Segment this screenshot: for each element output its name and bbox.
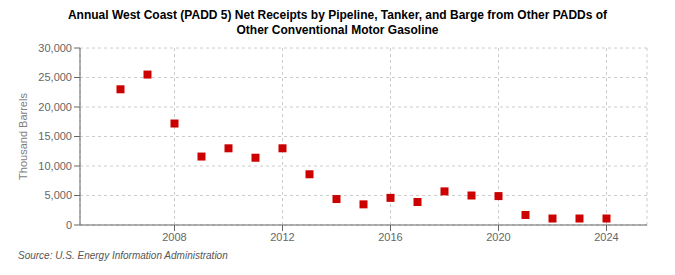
svg-text:15,000: 15,000 [38, 130, 72, 142]
svg-text:2020: 2020 [486, 231, 510, 243]
svg-text:30,000: 30,000 [38, 42, 72, 54]
svg-text:2016: 2016 [378, 231, 402, 243]
svg-text:2012: 2012 [270, 231, 294, 243]
html-text:Annual West Coast (PADD 5) Net: Annual West Coast (PADD 5) Net Receipts … [67, 8, 608, 37]
svg-text:2024: 2024 [594, 231, 618, 243]
svg-text:0: 0 [66, 219, 72, 231]
svg-text:25,000: 25,000 [38, 71, 72, 83]
svg-text:2008: 2008 [162, 231, 186, 243]
svg-text:10,000: 10,000 [38, 160, 72, 172]
svg-text:20,000: 20,000 [38, 101, 72, 113]
html-text:Source: U.S. Energy Informatio: Source: U.S. Energy Information Administ… [18, 250, 228, 261]
svg-text:5,000: 5,000 [44, 189, 72, 201]
svg-text:Thousand Barrels: Thousand Barrels [17, 93, 29, 180]
